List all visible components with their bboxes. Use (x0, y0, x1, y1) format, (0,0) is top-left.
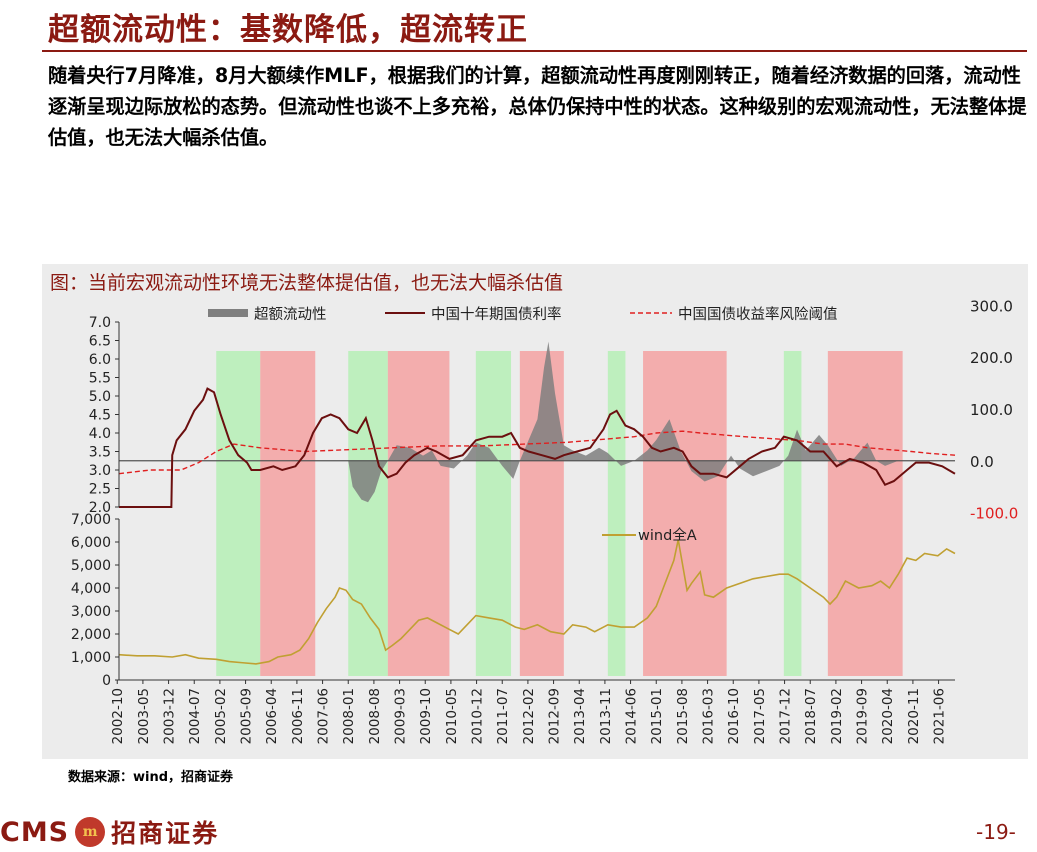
x-tick-label: 2021-06 (932, 688, 948, 744)
logo-cms-text: CMS (0, 816, 70, 848)
page-number: -19- (976, 820, 1016, 844)
x-tick-label: 2005-09 (239, 688, 255, 744)
x-tick-label: 2009-10 (418, 688, 434, 744)
excess-liquidity-area (348, 341, 899, 503)
figure-title: 图：当前宏观流动性环境无法整体提估值，也无法大幅杀估值 (50, 272, 564, 294)
green-period-band (216, 351, 261, 676)
x-tick-label: 2016-10 (726, 688, 742, 744)
x-tick-label: 2019-09 (855, 688, 871, 744)
top-left-tick-label: 5.0 (89, 389, 111, 405)
data-source: 数据来源：wind，招商证券 (68, 770, 234, 785)
x-tick-label: 2020-11 (906, 688, 922, 744)
x-tick-label: 2018-07 (803, 688, 819, 744)
bottom-y-tick-label: 0 (102, 673, 111, 689)
top-left-tick-label: 2.5 (89, 482, 111, 498)
top-right-tick-label: 300.0 (970, 297, 1013, 315)
top-right-tick-label: 100.0 (970, 401, 1013, 419)
top-right-tick-label: 200.0 (970, 349, 1013, 367)
x-tick-label: 2017-05 (752, 688, 768, 744)
x-tick-label: 2007-06 (316, 688, 332, 744)
x-tick-label: 2008-01 (341, 688, 357, 744)
green-period-band (607, 351, 626, 676)
red-period-band (827, 351, 903, 676)
x-tick-label: 2002-10 (110, 688, 126, 744)
top-left-tick-label: 4.0 (89, 426, 111, 442)
green-period-band (475, 351, 512, 676)
x-tick-label: 2004-07 (187, 688, 203, 744)
bottom-y-tick-label: 4,000 (71, 581, 111, 597)
red-period-band (260, 351, 316, 676)
legend-label-ten-year-yield: 中国十年期国债利率 (431, 306, 562, 323)
red-period-band (643, 351, 727, 676)
x-tick-label: 2008-08 (367, 688, 383, 744)
top-left-tick-label: 7.0 (89, 315, 111, 331)
x-tick-label: 2013-04 (572, 688, 588, 744)
top-left-tick-label: 5.5 (89, 371, 111, 387)
x-tick-label: 2020-04 (880, 688, 896, 744)
wind-all-a-series-line (118, 539, 956, 665)
bottom-y-tick-label: 7,000 (71, 512, 111, 528)
page-title: 超额流动性：基数降低，超流转正 (48, 12, 528, 48)
top-right-tick-label: 0.0 (970, 453, 994, 471)
company-logo: CMS m 招商证券 (0, 812, 219, 852)
green-period-band (348, 351, 388, 676)
top-left-tick-label: 6.0 (89, 352, 111, 368)
bottom-y-tick-label: 5,000 (71, 558, 111, 574)
top-left-tick-label: 6.5 (89, 334, 111, 350)
title-divider (42, 50, 1027, 52)
x-tick-label: 2006-04 (264, 688, 280, 744)
x-tick-label: 2006-11 (290, 688, 306, 744)
bottom-y-tick-label: 6,000 (71, 535, 111, 551)
x-tick-label: 2009-03 (393, 688, 409, 744)
ten-year-yield-series-line (119, 387, 956, 508)
threshold-series-line (118, 430, 956, 475)
x-tick-label: 2013-11 (598, 688, 614, 744)
legend-label-threshold: 中国国债收益率风险阈值 (678, 306, 838, 323)
body-paragraph: 随着央行7月降准，8月大额续作MLF，根据我们的计算，超额流动性再度刚刚转正，随… (48, 64, 1027, 149)
x-tick-label: 2014-06 (624, 688, 640, 744)
x-tick-label: 2010-12 (470, 688, 486, 744)
x-tick-label: 2012-02 (521, 688, 537, 744)
logo-cn-text: 招商证券 (111, 819, 220, 848)
chart: 7.0 6.5 6.0 5.5 5.0 4.5 4.0 3.5 3.0 2.5 2.0 300.0 20… (71, 297, 1018, 744)
bottom-y-tick-label: 1,000 (71, 650, 111, 666)
x-tick-label: 2019-02 (829, 688, 845, 744)
legend-label-excess-liquidity: 超额流动性 (254, 306, 327, 323)
top-left-tick-label: 4.5 (89, 408, 111, 424)
x-tick-label: 2015-08 (675, 688, 691, 744)
x-tick-label: 2003-12 (162, 688, 178, 744)
red-period-band (387, 351, 450, 676)
top-left-tick-label: 3.0 (89, 463, 111, 479)
green-period-band (783, 351, 802, 676)
x-tick-label: 2011-07 (495, 688, 511, 744)
x-tick-label: 2017-12 (778, 688, 794, 744)
x-tick-label: 2005-02 (213, 688, 229, 744)
legend-label-wind-all-a: wind全A (638, 526, 697, 544)
x-tick-label: 2015-01 (649, 688, 665, 744)
bottom-y-tick-label: 3,000 (71, 604, 111, 620)
legend-swatch-excess-liquidity (208, 309, 248, 317)
top-right-tick-label: -100.0 (970, 505, 1018, 523)
x-tick-label: 2003-05 (136, 688, 152, 744)
x-tick-label: 2012-09 (547, 688, 563, 744)
x-tick-label: 2010-05 (444, 688, 460, 744)
top-left-tick-label: 3.5 (89, 445, 111, 461)
bottom-y-tick-label: 2,000 (71, 627, 111, 643)
x-tick-label: 2016-03 (701, 688, 717, 744)
logo-emblem-icon: m (75, 817, 106, 847)
top-left-tick-label: 2.0 (89, 500, 111, 516)
